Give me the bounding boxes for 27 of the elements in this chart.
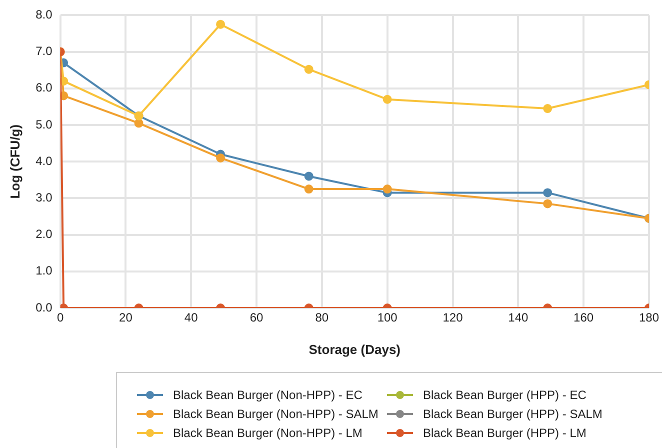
x-tick-label: 140 <box>508 310 528 325</box>
x-tick-label: 0 <box>56 310 64 325</box>
x-tick-label: 20 <box>119 310 133 325</box>
x-tick-label: 120 <box>442 310 464 325</box>
x-tick-label: 160 <box>574 310 594 325</box>
x-tick-label: 180 <box>638 310 660 325</box>
legend-label: Black Bean Burger (Non-HPP) - SALM <box>173 406 378 420</box>
x-tick-label: 40 <box>184 310 198 325</box>
legend-label: Black Bean Burger (HPP) - LM <box>423 426 586 440</box>
y-tick-label: 6.0 <box>36 80 53 95</box>
y-tick-label: 7.0 <box>36 44 53 58</box>
y-tick-label: 5.0 <box>36 117 53 132</box>
y-tick-label: 8.0 <box>36 8 53 22</box>
legend-label: Black Bean Burger (HPP) - SALM <box>423 406 602 420</box>
legend-label: Black Bean Burger (Non-HPP) - EC <box>173 388 362 402</box>
legend-label: Black Bean Burger (HPP) - EC <box>423 388 586 402</box>
y-tick-label: 2.0 <box>36 227 53 242</box>
x-tick-label: 60 <box>250 310 264 325</box>
x-tick-label: 80 <box>315 310 329 325</box>
x-axis-title: Storage (Days) <box>308 342 401 357</box>
y-tick-label: 3.0 <box>36 190 53 205</box>
legend-label: Black Bean Burger (Non-HPP) - LM <box>173 426 362 440</box>
y-axis-title: Log (CFU/g) <box>7 124 22 199</box>
y-tick-label: 1.0 <box>36 264 53 278</box>
x-tick-label: 100 <box>377 310 398 325</box>
y-tick-label: 0.0 <box>36 300 53 314</box>
y-tick-label: 4.0 <box>36 154 53 168</box>
